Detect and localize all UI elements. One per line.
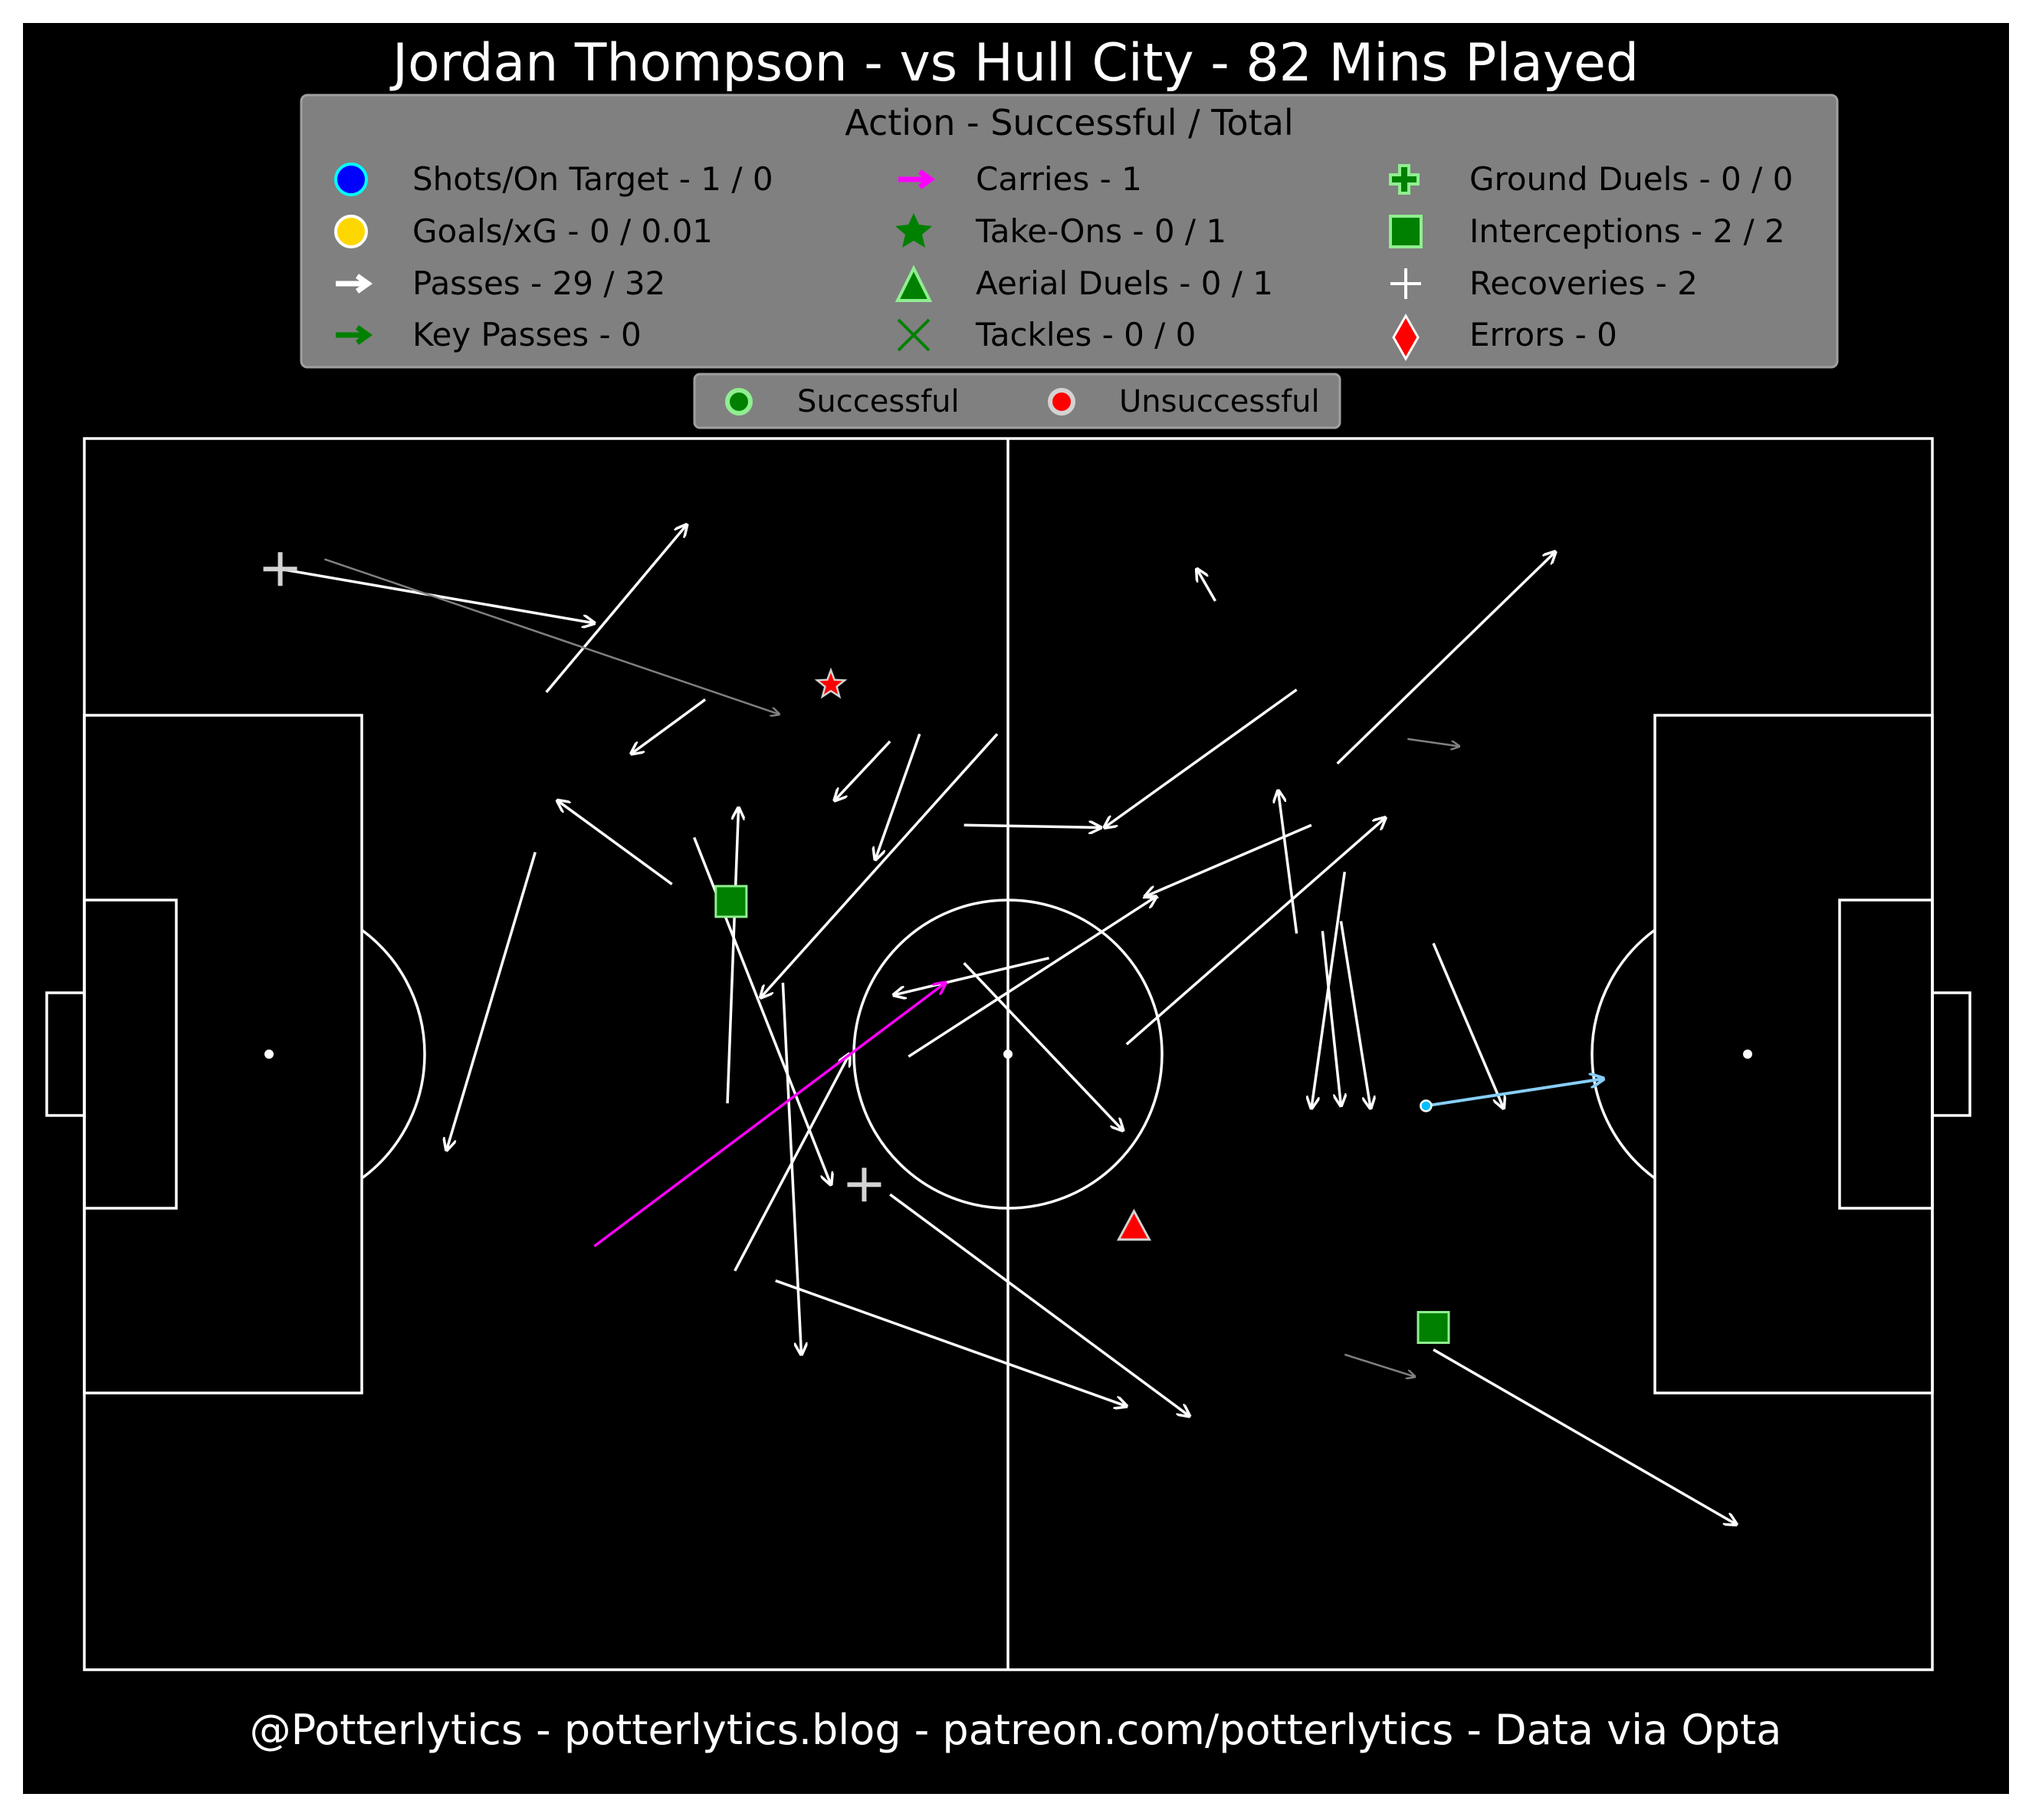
shot-origin-marker: [1420, 1099, 1433, 1112]
legend-heading: Action - Successful / Total: [845, 102, 1293, 143]
successful-marker-icon: [725, 388, 753, 416]
magenta-arrow-icon: [898, 169, 936, 189]
take-on-marker: [814, 667, 848, 699]
legend-label-shots: Shots/On Target - 1 / 0: [412, 160, 773, 198]
interception-marker: [1416, 1311, 1450, 1345]
pass-arrow: [894, 957, 1049, 995]
pass-arrow: [557, 800, 673, 885]
passes-layer: [280, 524, 1737, 1524]
legend-box: [300, 94, 1839, 369]
pass-arrow: [908, 896, 1156, 1058]
pass-arrow: [889, 1193, 1190, 1416]
outcome-legend-box: [693, 373, 1341, 429]
recovery-plus-marker: [847, 1168, 881, 1202]
pass-arrow: [1339, 921, 1371, 1109]
star-icon: [895, 213, 932, 248]
right-penalty-arc: [1590, 928, 1656, 1180]
blue-circle-icon: [334, 163, 368, 196]
pass-arrow: [1336, 552, 1555, 765]
pass-arrow: [760, 733, 999, 997]
white-arrow-icon: [336, 274, 373, 294]
green-arrow-icon: [336, 325, 373, 345]
pass-arrow: [280, 567, 595, 623]
legend-label-key-passes: Key Passes - 0: [412, 316, 642, 353]
pass-arrow: [726, 808, 738, 1104]
pass-arrow: [775, 1279, 1127, 1407]
pass-arrow: [1432, 942, 1504, 1108]
left-penalty-arc: [360, 928, 426, 1180]
legend-label-goals: Goals/xG - 0 / 0.01: [412, 212, 713, 250]
gold-circle-icon: [334, 215, 368, 248]
pass-arrow: [447, 852, 537, 1151]
legend-label-tackles: Tackles - 0 / 0: [975, 316, 1196, 353]
legend-label-interceptions: Interceptions - 2 / 2: [1469, 212, 1785, 250]
cross-icon: [1389, 164, 1420, 195]
legend-label-aerial: Aerial Duels - 0 / 1: [976, 264, 1273, 302]
centre-circle: [852, 899, 1164, 1210]
square-icon: [1389, 215, 1423, 248]
pass-arrow: [1321, 931, 1341, 1105]
failed-pass-arrow: [324, 558, 779, 714]
pitch-spots: [264, 1050, 1752, 1059]
pass-arrow: [1197, 569, 1217, 602]
right-goal: [1931, 991, 1971, 1117]
legend-label-errors: Errors - 0: [1469, 316, 1617, 353]
pitch: [45, 437, 1971, 1671]
x-icon: [897, 318, 931, 352]
pass-arrow: [1433, 1348, 1736, 1524]
pass-arrow: [835, 740, 891, 800]
chart-title: Jordan Thompson - vs Hull City - 82 Mins…: [389, 33, 1639, 94]
legend-label-carries: Carries - 1: [976, 160, 1142, 198]
pass-arrow: [734, 1054, 849, 1272]
pass-arrow: [632, 698, 707, 754]
legend-label-recoveries: Recoveries - 2: [1469, 264, 1698, 302]
recovery-plus-marker: [263, 552, 297, 586]
pass-arrow: [1105, 688, 1298, 828]
pass-arrow: [781, 982, 801, 1355]
action-legend: Action - Successful / Total Shots/On Tar…: [300, 94, 1839, 369]
centre-spot: [1003, 1050, 1013, 1059]
legend-label-passes: Passes - 29 / 32: [412, 264, 665, 302]
right-penalty-spot: [1743, 1050, 1752, 1059]
plus-icon: [1390, 268, 1421, 299]
legend-label-take-ons: Take-Ons - 0 / 1: [975, 212, 1226, 250]
shots-layer: [1420, 1079, 1603, 1112]
markers-layer: [263, 552, 1450, 1345]
outcome-legend: Successful Unsuccessful: [693, 373, 1341, 429]
pass-arrow: [875, 733, 921, 859]
diamond-icon: [1392, 313, 1420, 362]
outcome-unsuccessful-label: Unsuccessful: [1119, 384, 1320, 419]
left-goal: [45, 991, 86, 1117]
failed-pass-arrow: [1407, 738, 1459, 747]
aerial-duel-marker: [1116, 1208, 1151, 1241]
left-penalty-spot: [264, 1050, 274, 1059]
pass-arrow: [963, 961, 1123, 1130]
pass-arrow: [1125, 818, 1386, 1046]
pass-arrow: [545, 524, 687, 693]
unsuccessful-marker-icon: [1048, 388, 1075, 416]
failed-pass-arrow: [1344, 1353, 1415, 1377]
pass-arrow: [963, 825, 1101, 827]
carry-arrow: [593, 983, 945, 1247]
shot-arrow: [1426, 1079, 1603, 1108]
carries-layer: [593, 983, 945, 1247]
pass-arrow: [1279, 790, 1298, 934]
interception-marker: [714, 885, 748, 918]
outcome-successful-label: Successful: [797, 384, 960, 419]
triangle-icon: [895, 264, 933, 302]
legend-label-ground-duels: Ground Duels - 0 / 0: [1469, 160, 1793, 198]
footer-credit: @Potterlytics - potterlytics.blog - patr…: [250, 1706, 1782, 1754]
